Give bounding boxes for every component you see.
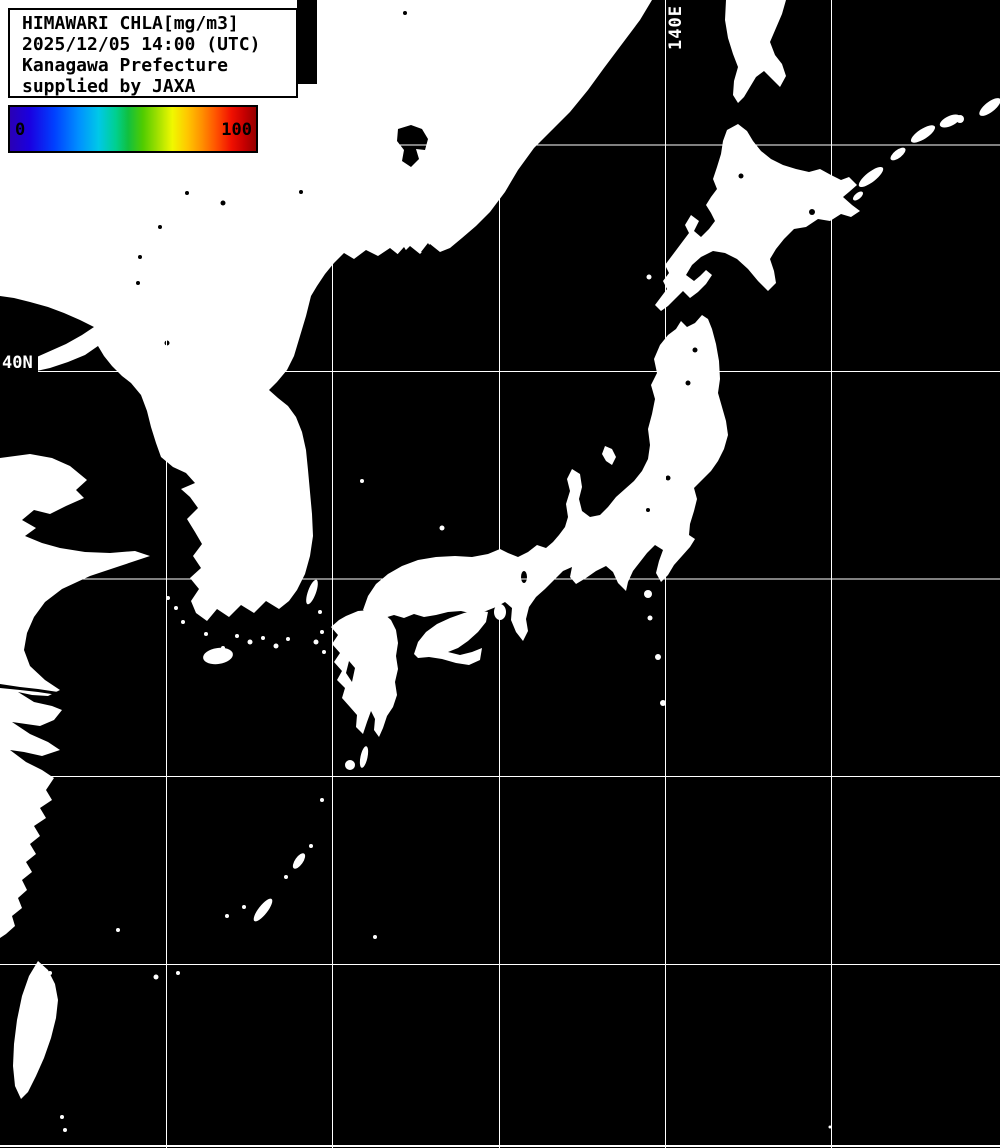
info-region: Kanagawa Prefecture (22, 55, 228, 76)
island-dot (939, 114, 961, 128)
island-dot (360, 479, 364, 483)
island-dot (322, 650, 326, 654)
kuril-islands (853, 98, 1000, 201)
island-dot (655, 654, 661, 660)
island-dot (242, 905, 246, 909)
island-dot (225, 914, 229, 918)
island-dot (116, 928, 120, 932)
island-dot (221, 646, 225, 650)
latitude-label-40n: 40N (0, 352, 38, 377)
lake-dot (665, 475, 671, 481)
coastline-china (0, 454, 150, 938)
lake-dot (403, 11, 407, 15)
info-credit: supplied by JAXA (22, 76, 196, 97)
yangtze-river (0, 684, 58, 695)
island-dot (60, 1115, 64, 1119)
inland-waters (0, 0, 815, 695)
island-dot (910, 125, 936, 143)
island-dot (318, 610, 322, 614)
lake-dot (646, 508, 650, 512)
island-dot (286, 637, 290, 641)
island-dot (63, 1128, 67, 1132)
coastal-bay (421, 243, 436, 256)
island-dot (320, 630, 324, 634)
island-dot (176, 971, 180, 975)
lake-dot (138, 255, 142, 259)
coastline-kyushu (331, 610, 398, 737)
island-dot (439, 525, 445, 531)
island-dot (373, 935, 377, 939)
no-data-patch (297, 0, 317, 84)
lake-dot (685, 380, 691, 386)
island-okinawa (253, 898, 273, 922)
colorbar-min-label: 0 (15, 120, 26, 140)
coastal-bay (396, 247, 412, 260)
coastline-hokkaido (655, 124, 860, 311)
island-tsushima (306, 579, 318, 605)
coastline-sakhalin (725, 0, 786, 103)
coastline-continent-korea (0, 0, 652, 621)
ariake-inlet (346, 661, 355, 682)
island-dot (644, 590, 652, 598)
island-dot (309, 844, 313, 848)
island-sado (602, 446, 616, 465)
info-title: HIMAWARI CHLA[mg/m3] (22, 13, 239, 34)
lake-dot (299, 190, 303, 194)
island-dot (320, 798, 324, 802)
island-tanegashima (359, 746, 369, 768)
colorbar-max-label: 100 (221, 120, 252, 140)
island-amami (292, 853, 306, 869)
small-islands (48, 274, 832, 1132)
coastline-shikoku (414, 610, 488, 665)
island-dot (647, 615, 653, 621)
longitude-label-140e: 140E (666, 5, 686, 50)
island-dot (48, 971, 52, 975)
lake-dot (158, 225, 162, 229)
island-dot (313, 639, 319, 645)
coastline-honshu (363, 315, 728, 641)
island-dot (204, 632, 208, 636)
island-dot (828, 1125, 832, 1129)
coastline-taiwan (13, 961, 58, 1099)
island-dot (247, 639, 253, 645)
lake-dot (136, 281, 140, 285)
island-dot (284, 875, 288, 879)
lake-dot (220, 200, 226, 206)
colorbar-gradient: 0 100 (8, 105, 258, 153)
lake-dot (809, 209, 815, 215)
lake-khanka (397, 125, 428, 167)
lake-dot (521, 571, 527, 583)
island-dot (646, 274, 652, 280)
island-dot (153, 974, 159, 980)
lake-dot (692, 347, 698, 353)
island-yakushima (345, 760, 355, 770)
island-dot (273, 643, 279, 649)
info-datetime: 2025/12/05 14:00 (UTC) (22, 34, 261, 55)
island-dot (181, 620, 185, 624)
info-box: HIMAWARI CHLA[mg/m3] 2025/12/05 14:00 (U… (8, 8, 298, 98)
island-dot (858, 166, 884, 188)
island-dot (261, 636, 265, 640)
island-dot (979, 98, 1000, 116)
lake-dot (738, 173, 744, 179)
island-dot (235, 634, 239, 638)
island-dot (956, 115, 964, 123)
island-dot (890, 147, 906, 161)
island-dot (174, 606, 178, 610)
lake-dot (185, 191, 189, 195)
island-jeju (203, 647, 233, 665)
island-dot (660, 700, 666, 706)
island-dot (853, 191, 863, 201)
